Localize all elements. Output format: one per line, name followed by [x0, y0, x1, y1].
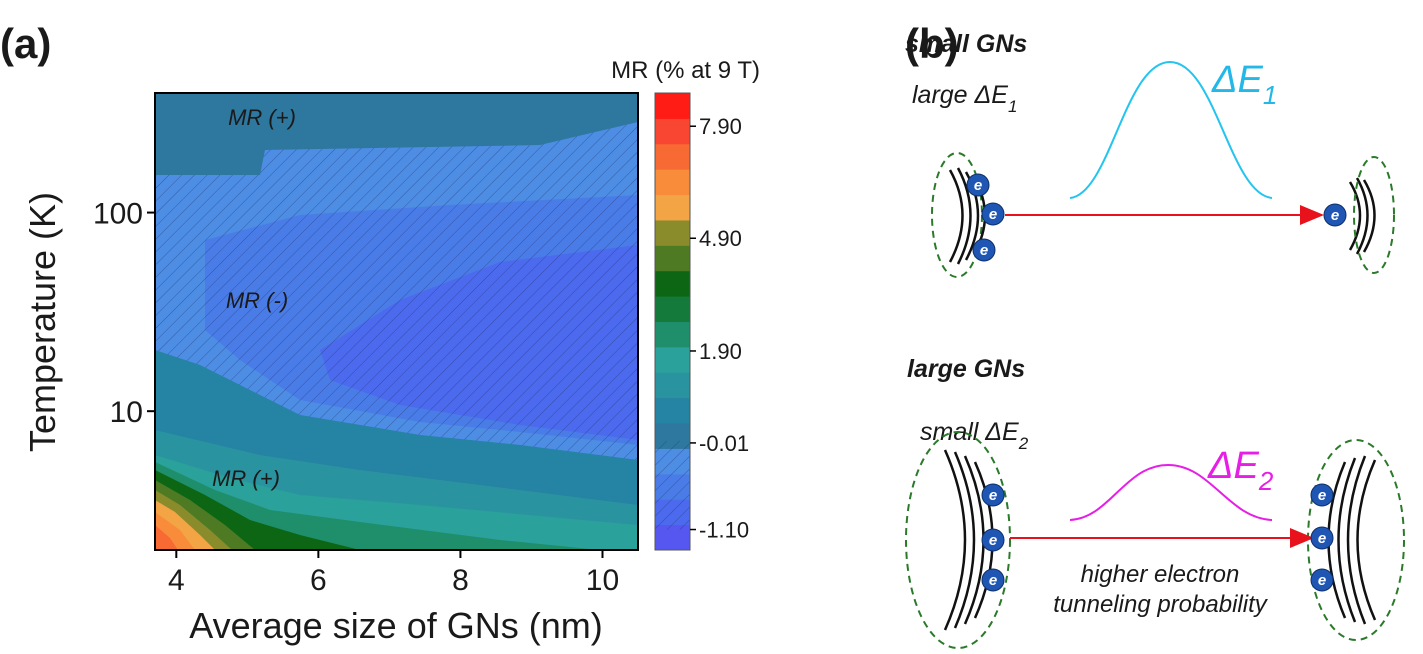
colorbar-tick-label: 7.90	[699, 114, 742, 139]
colorbar-tick-label: 1.90	[699, 339, 742, 364]
diagram: small GNs large ΔE1 ΔE1 large GNs small …	[905, 30, 1405, 649]
annotation: MR (+)	[228, 105, 296, 130]
colorbar-band	[655, 270, 690, 297]
colorbar-tick-label: 4.90	[699, 226, 742, 251]
colorbar-band	[655, 93, 690, 119]
electron-label: e	[989, 532, 997, 549]
contour-regions	[155, 93, 638, 550]
hatch	[155, 122, 638, 460]
electron-label: e	[989, 487, 997, 504]
colorbar-band	[655, 219, 690, 246]
graphene-layers	[1327, 455, 1377, 625]
panel-label: (a)	[0, 20, 51, 67]
colorbar-frame	[654, 92, 691, 551]
electron	[1310, 526, 1334, 550]
electron-label: e	[989, 206, 997, 223]
colorbar-band	[655, 245, 690, 272]
gap-label: small ΔE2	[920, 418, 1029, 453]
electrode	[1307, 439, 1405, 641]
electron-label: e	[1318, 572, 1326, 589]
colorbar-tick-label: -1.10	[699, 518, 749, 543]
panel-label: (b)	[905, 20, 959, 67]
electron	[1310, 568, 1334, 592]
electron	[966, 173, 990, 197]
annotation: MR (+)	[212, 466, 280, 491]
annotation: MR (-)	[226, 288, 288, 313]
colorbar-band	[655, 194, 690, 221]
y-axis-label: Temperature (K)	[22, 192, 63, 452]
x-tick-label: 6	[310, 564, 327, 597]
electron-label: e	[1318, 487, 1326, 504]
colorbar-band	[655, 397, 690, 424]
graphene-layers	[943, 449, 994, 631]
colorbar-band	[655, 143, 690, 170]
graphene-layers	[1348, 177, 1376, 255]
electron	[981, 202, 1005, 226]
electron-label: e	[989, 572, 997, 589]
diagram-title: large GNs	[907, 355, 1025, 383]
colorbar-band	[655, 321, 690, 348]
graphene-layers	[948, 167, 987, 265]
electrode	[931, 152, 983, 278]
colorbar-band	[655, 118, 690, 145]
electron	[1310, 483, 1334, 507]
x-tick-label: 4	[168, 564, 185, 597]
y-tick-label: 10	[110, 396, 143, 429]
gap-label: large ΔE1	[912, 81, 1017, 116]
electron	[981, 483, 1005, 507]
colorbar-band	[655, 169, 690, 196]
x-tick-label: 10	[586, 564, 619, 597]
electron	[981, 568, 1005, 592]
colorbar-band	[655, 372, 690, 399]
electron	[1323, 203, 1347, 227]
colorbar-band	[655, 346, 690, 373]
electron-label: e	[1318, 530, 1326, 547]
y-tick-label: 100	[93, 198, 143, 231]
electron-label: e	[974, 177, 982, 194]
diagram-title: small GNs	[905, 30, 1027, 58]
electrode	[1353, 156, 1395, 274]
colorbar-band	[655, 296, 690, 322]
x-axis-label: Average size of GNs (nm)	[189, 605, 602, 646]
colorbar-tick-label: -0.01	[699, 431, 749, 456]
electron	[972, 238, 996, 262]
electron-label: e	[980, 242, 988, 259]
peak-label: ΔE2	[1207, 445, 1274, 496]
gaussian	[1069, 463, 1273, 521]
plot-frame	[154, 92, 639, 551]
electrode	[905, 431, 1011, 649]
region	[155, 525, 178, 550]
colorbar-label: MR (% at 9 T)	[611, 57, 760, 84]
peak-label: ΔE1	[1211, 59, 1277, 110]
colorbar-hatch	[655, 440, 690, 530]
electron-label: e	[1331, 207, 1339, 224]
note: higher electron	[1081, 561, 1240, 588]
note: tunneling probability	[1053, 591, 1268, 618]
x-tick-label: 8	[452, 564, 469, 597]
electron	[981, 528, 1005, 552]
gaussian	[1069, 60, 1273, 199]
